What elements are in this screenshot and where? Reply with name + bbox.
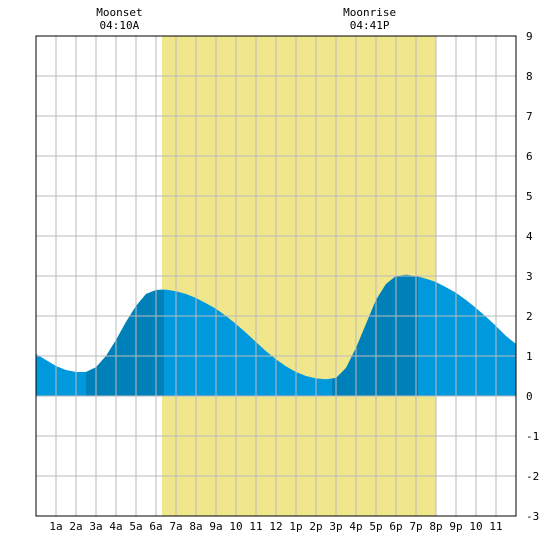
x-tick-label: 1a xyxy=(49,520,62,533)
x-tick-label: 11 xyxy=(249,520,262,533)
moon-event-time: 04:10A xyxy=(100,19,140,32)
x-tick-label: 11 xyxy=(489,520,502,533)
y-tick-label: 9 xyxy=(526,30,533,43)
x-tick-label: 3a xyxy=(89,520,102,533)
y-tick-label: 0 xyxy=(526,390,533,403)
x-tick-label: 12 xyxy=(269,520,282,533)
y-tick-label: 8 xyxy=(526,70,533,83)
x-tick-label: 2p xyxy=(309,520,322,533)
y-tick-label: 1 xyxy=(526,350,533,363)
x-tick-label: 10 xyxy=(229,520,242,533)
x-tick-label: 4p xyxy=(349,520,362,533)
x-tick-label: 5a xyxy=(129,520,142,533)
x-tick-label: 2a xyxy=(69,520,82,533)
x-tick-label: 7a xyxy=(169,520,182,533)
plot-frame xyxy=(35,35,517,517)
y-tick-label: -3 xyxy=(526,510,539,523)
x-tick-label: 6a xyxy=(149,520,162,533)
moon-event-label: Moonrise xyxy=(343,6,396,19)
x-tick-label: 4a xyxy=(109,520,122,533)
x-tick-label: 8p xyxy=(429,520,442,533)
y-tick-label: -1 xyxy=(526,430,539,443)
y-tick-label: 6 xyxy=(526,150,533,163)
x-tick-label: 9a xyxy=(209,520,222,533)
x-tick-label: 7p xyxy=(409,520,422,533)
x-tick-label: 9p xyxy=(449,520,462,533)
x-tick-label: 1p xyxy=(289,520,302,533)
x-tick-label: 8a xyxy=(189,520,202,533)
x-tick-label: 6p xyxy=(389,520,402,533)
moon-event-time: 04:41P xyxy=(350,19,390,32)
y-tick-label: 7 xyxy=(526,110,533,123)
x-tick-label: 10 xyxy=(469,520,482,533)
y-tick-label: 2 xyxy=(526,310,533,323)
y-tick-label: -2 xyxy=(526,470,539,483)
y-tick-label: 3 xyxy=(526,270,533,283)
y-tick-label: 5 xyxy=(526,190,533,203)
y-tick-label: 4 xyxy=(526,230,533,243)
x-tick-label: 5p xyxy=(369,520,382,533)
x-tick-label: 3p xyxy=(329,520,342,533)
moon-event-label: Moonset xyxy=(96,6,142,19)
